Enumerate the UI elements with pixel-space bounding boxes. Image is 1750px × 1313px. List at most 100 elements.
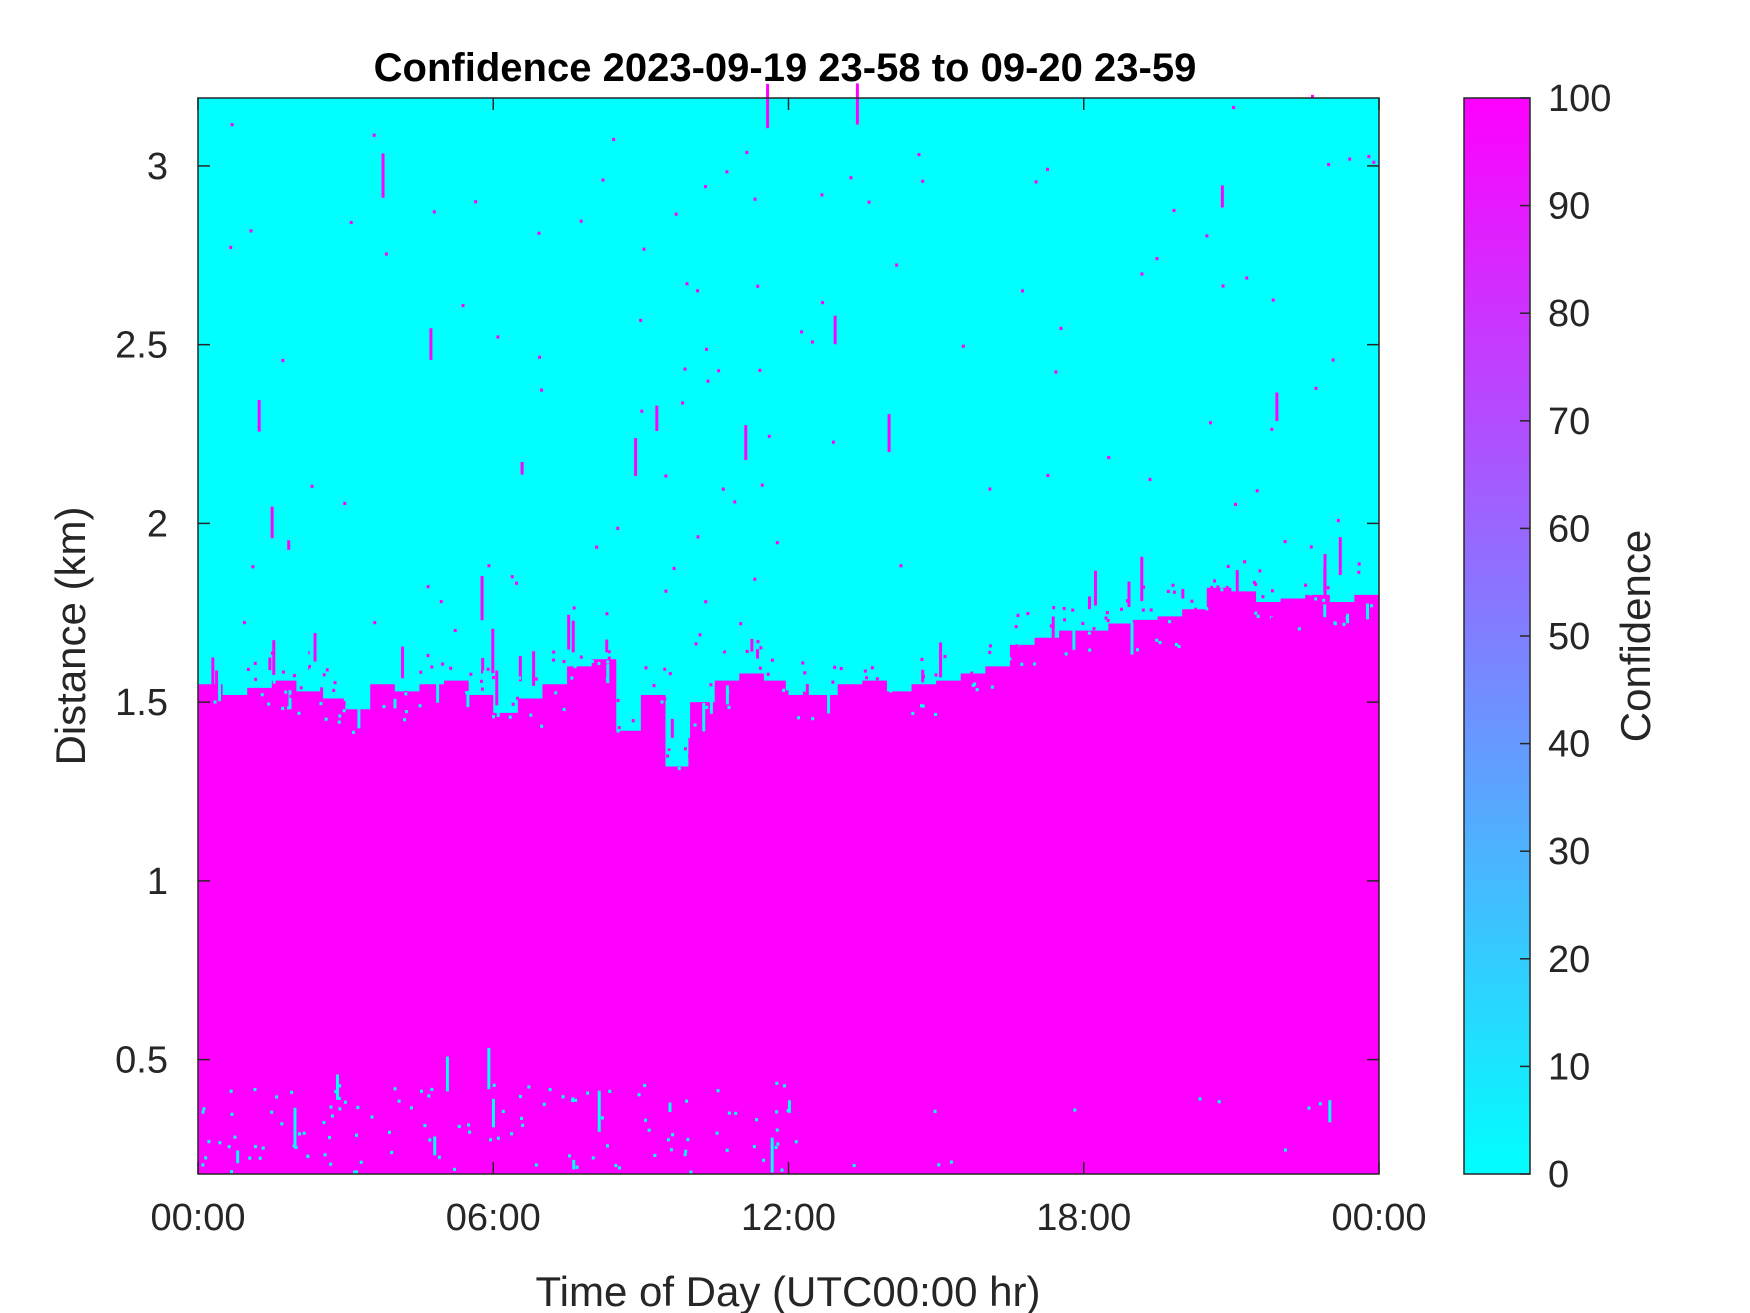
heatmap-cell (752, 1144, 756, 1149)
x-axis-label: Time of Day (UTC00:00 hr) (536, 1268, 1041, 1313)
heatmap-cell (831, 440, 835, 444)
heatmap-cell (1270, 427, 1274, 431)
heatmap-cell (612, 137, 616, 142)
heatmap-cell (293, 1107, 297, 1146)
heatmap-cell (552, 658, 556, 662)
heatmap-cell (518, 1094, 522, 1099)
heatmap-cell (709, 683, 713, 687)
heatmap-cell (1181, 588, 1185, 599)
heatmap-cell (884, 673, 888, 677)
heatmap-cell (487, 564, 491, 568)
heatmap-cell (218, 1141, 222, 1145)
heatmap-cell (325, 668, 329, 672)
heatmap-cell (275, 1095, 279, 1099)
heatmap-cell (1158, 640, 1162, 645)
heatmap-cell (753, 197, 757, 201)
heatmap-cell (709, 701, 713, 714)
heatmap-cell (1280, 601, 1284, 606)
heatmap-cell (617, 726, 621, 730)
heatmap-cell (316, 709, 320, 713)
heatmap-cell (933, 712, 937, 717)
heatmap-cell (1172, 590, 1176, 594)
heatmap-cell (393, 1087, 397, 1091)
heatmap-cell (783, 1084, 786, 1088)
heatmap-cell (1346, 613, 1350, 624)
heatmap-cell (1336, 519, 1340, 523)
heatmap-cell (230, 1112, 234, 1116)
heatmap-cell (606, 660, 610, 664)
heatmap-cell (329, 1162, 333, 1166)
heatmap-cell (381, 649, 385, 653)
heatmap-cell (426, 585, 430, 589)
heatmap-cell (579, 647, 583, 651)
heatmap-cell (509, 698, 513, 702)
heatmap-cell (877, 646, 881, 651)
heatmap-cell (390, 1150, 394, 1155)
heatmap-cell (284, 690, 288, 694)
colorbar-tick-label: 30 (1548, 831, 1590, 873)
heatmap-cell (1194, 607, 1198, 621)
heatmap-cell (230, 123, 234, 127)
heatmap-cell (780, 1168, 784, 1172)
heatmap-cell (827, 672, 831, 714)
heatmap-cell (1194, 582, 1198, 586)
heatmap-cell (605, 612, 609, 616)
colorbar-tick-label: 50 (1548, 616, 1590, 658)
heatmap-cell (689, 1170, 693, 1174)
heatmap-cell (305, 650, 309, 680)
heatmap-cell (1062, 633, 1066, 637)
heatmap-cell (686, 1137, 690, 1142)
heatmap-cell (949, 1160, 953, 1164)
heatmap-cell (1234, 502, 1237, 507)
heatmap-cell (1162, 582, 1166, 587)
heatmap-cell (334, 1090, 338, 1094)
heatmap-cell (540, 724, 544, 728)
heatmap-cell (775, 1081, 779, 1085)
heatmap-cell (299, 686, 303, 690)
heatmap-cell (1106, 618, 1110, 623)
heatmap-cell (889, 689, 893, 693)
colorbar: 0 10 20 30 40 50 60 70 80 90 100 Confidence (1463, 78, 1659, 1196)
heatmap-cell (467, 1123, 471, 1127)
heatmap-cell (253, 661, 257, 665)
heatmap-cell (492, 675, 496, 680)
heatmap-cell (660, 700, 664, 704)
heatmap-cell (744, 425, 748, 460)
heatmap-cell (336, 1074, 339, 1100)
heatmap-cell (1021, 289, 1024, 293)
heatmap-cell (384, 252, 388, 256)
heatmap-cell (895, 263, 899, 267)
heatmap-cell (791, 669, 795, 674)
heatmap-cell (329, 1105, 333, 1109)
heatmap-cell (319, 701, 323, 706)
colorbar-tick-label: 20 (1548, 939, 1590, 981)
heatmap-cell (685, 282, 689, 286)
heatmap-cell (1341, 587, 1345, 591)
heatmap-cell (427, 1094, 431, 1098)
heatmap-cell (988, 644, 992, 648)
heatmap-cell (652, 683, 656, 688)
heatmap-cell (933, 1109, 937, 1113)
heatmap-cell (260, 693, 264, 697)
heatmap-cell (672, 566, 676, 571)
heatmap-cell (1220, 588, 1224, 592)
heatmap-cell (281, 706, 285, 710)
heatmap-cell (645, 700, 649, 704)
heatmap-cell (1323, 554, 1327, 599)
heatmap-cell (727, 1111, 731, 1115)
heatmap-cell (705, 705, 709, 709)
heatmap-cell (1020, 662, 1024, 666)
heatmap-cell (381, 153, 385, 198)
heatmap-cell (1140, 556, 1144, 602)
heatmap-cell (693, 723, 697, 727)
heatmap-cell (943, 640, 946, 654)
heatmap-cell (1327, 162, 1331, 167)
heatmap-cell (670, 718, 674, 738)
heatmap-cell (554, 691, 558, 695)
y-axis-ticks: 0.5 1 1.5 2 2.5 3 (115, 146, 1379, 1082)
heatmap-cell (540, 388, 544, 392)
heatmap-cell (1059, 326, 1063, 331)
heatmap-cell (393, 698, 397, 709)
heatmap-cell (823, 695, 827, 699)
heatmap-cell (570, 676, 574, 680)
